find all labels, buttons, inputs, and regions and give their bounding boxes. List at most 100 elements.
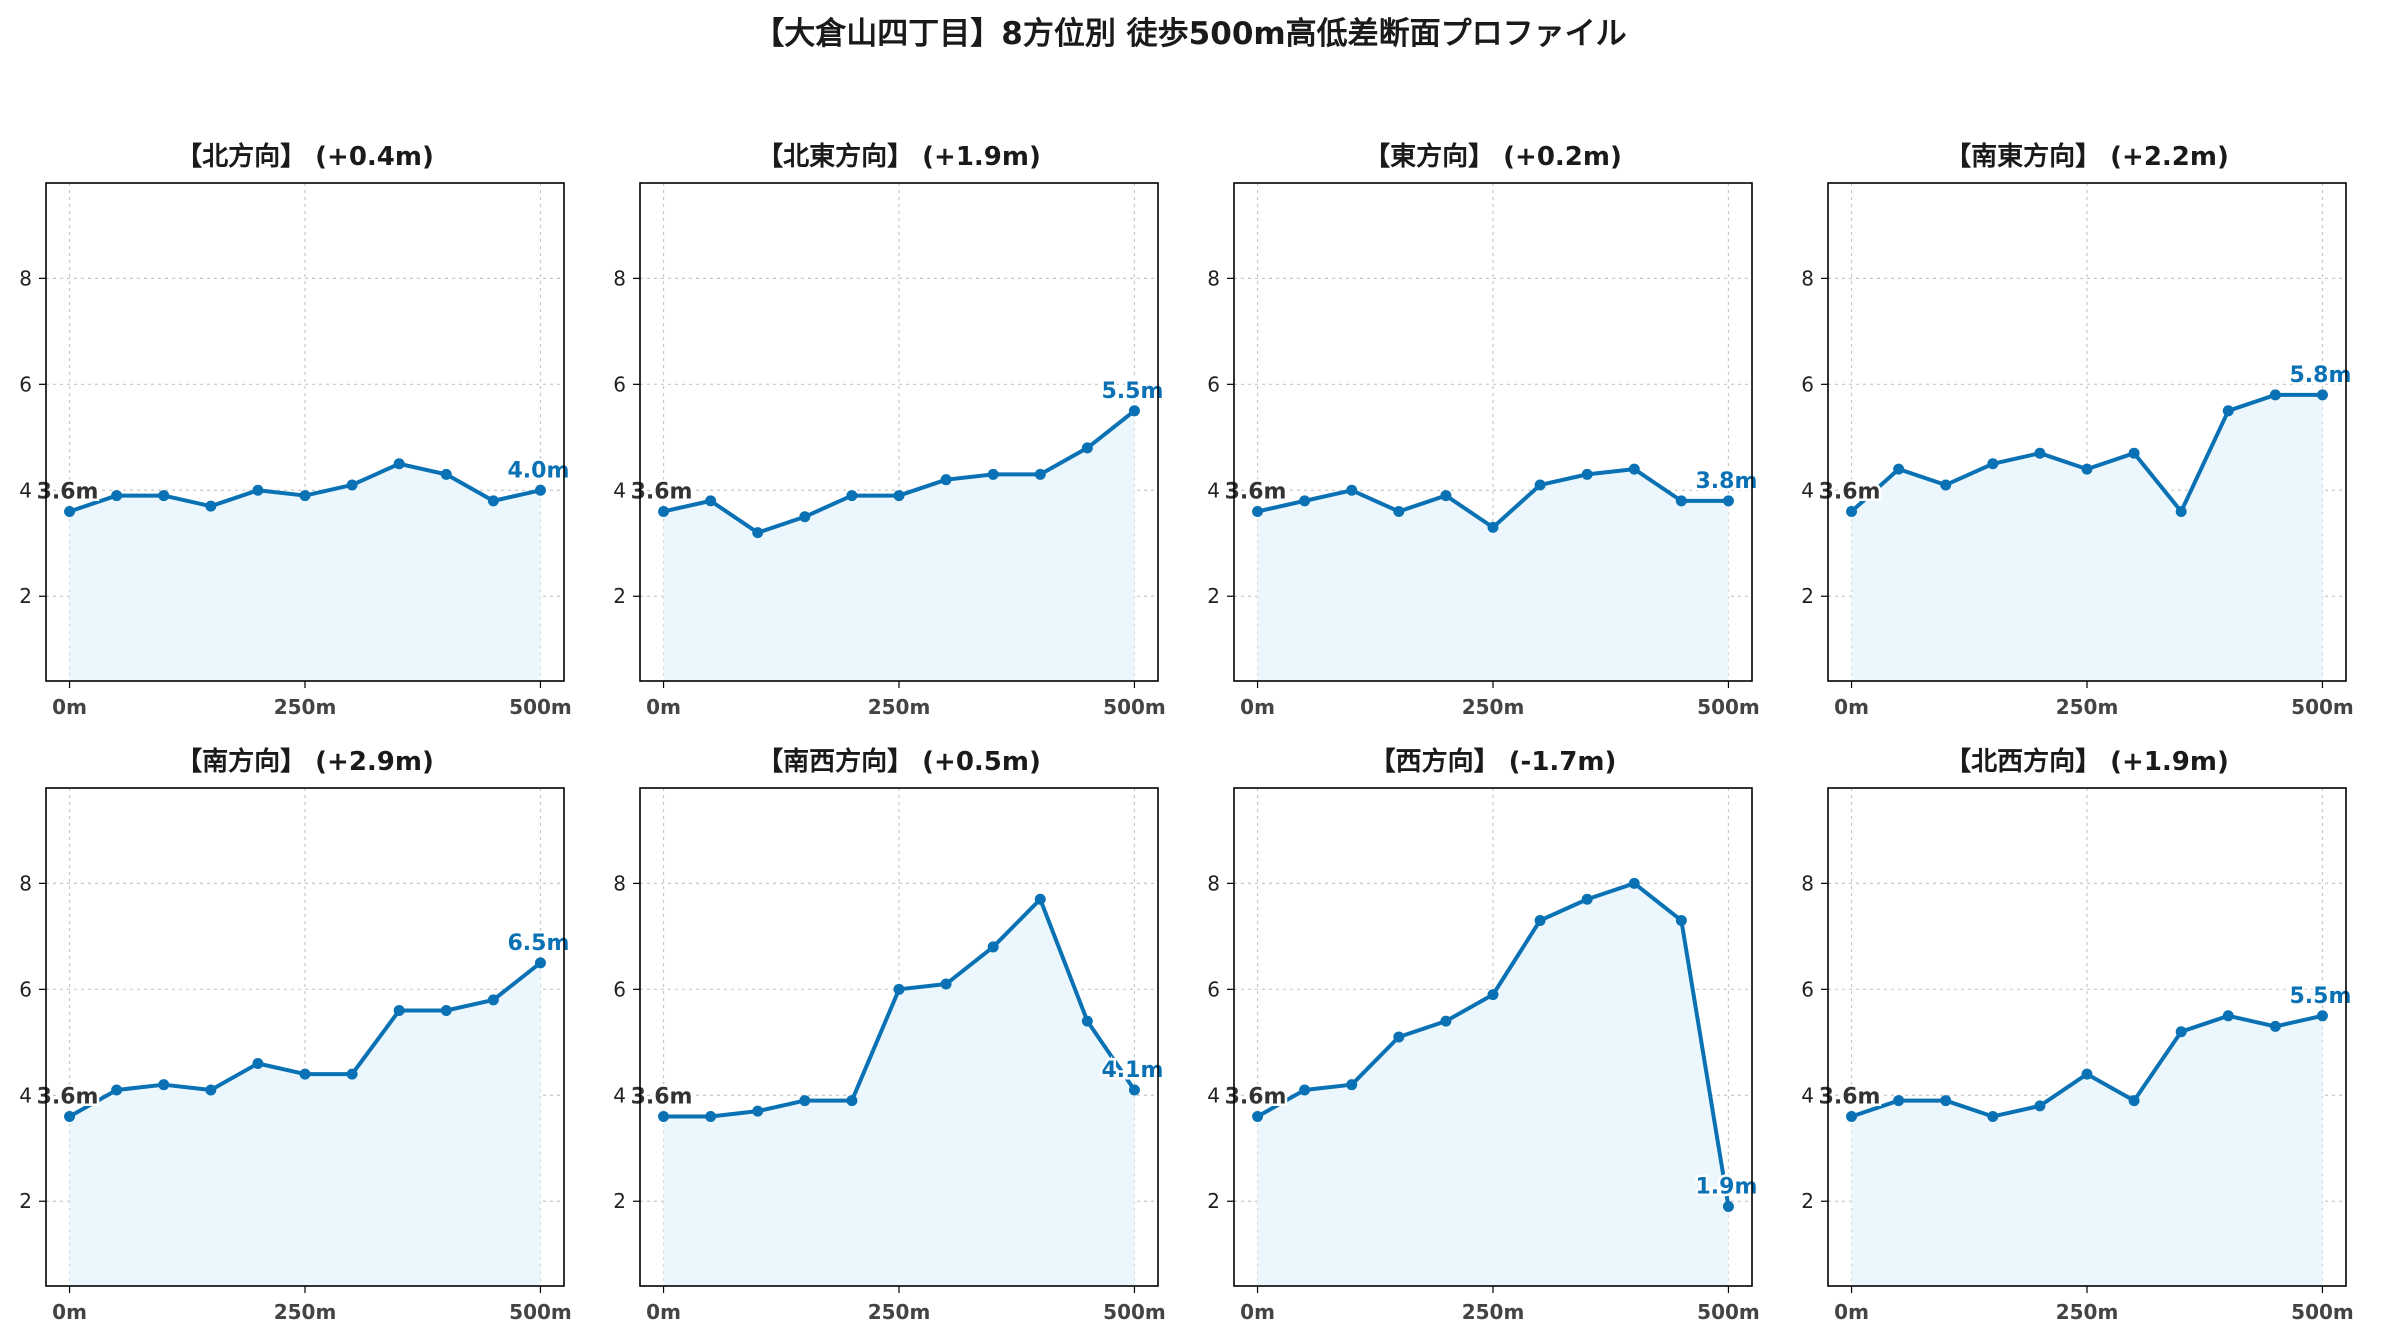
profile-point (2316, 1010, 2328, 1022)
y-tick-label: 2 (19, 1189, 32, 1213)
profile-point (1487, 989, 1499, 1001)
profile-point (1722, 495, 1734, 507)
profile-point (534, 957, 546, 969)
x-tick-label: 500m (1697, 695, 1760, 719)
profile-point (1487, 521, 1499, 533)
profile-point (1987, 458, 1999, 470)
profile-point (846, 1095, 858, 1107)
y-tick-label: 4 (19, 478, 32, 502)
profile-point (940, 978, 952, 990)
profile-point (658, 1110, 670, 1122)
panel-title: 【東方向】 (+0.2m) (1364, 141, 1622, 172)
y-tick-label: 4 (1801, 1083, 1814, 1107)
axes-frame (45, 787, 565, 1287)
profile-point (2269, 1020, 2281, 1032)
x-tick-label: 0m (1240, 1300, 1275, 1324)
y-tick-label: 2 (613, 584, 626, 608)
profile-point (205, 500, 217, 512)
y-tick-label: 6 (1207, 372, 1220, 396)
profile-point (1722, 1201, 1734, 1213)
profile-point (1940, 479, 1952, 491)
profile-point (1346, 1079, 1358, 1091)
x-tick-label: 250m (1462, 1300, 1525, 1324)
profile-point (2128, 1095, 2140, 1107)
end-label: 1.9m (1696, 1175, 1758, 1200)
profile-point (940, 474, 952, 486)
profile-point (111, 1084, 123, 1096)
y-tick-label: 6 (1207, 977, 1220, 1001)
y-tick-label: 2 (1207, 1189, 1220, 1213)
profile-point (1440, 490, 1452, 502)
y-tick-label: 8 (1801, 871, 1814, 895)
end-label: 5.5m (2290, 984, 2352, 1009)
y-tick-label: 8 (613, 266, 626, 290)
y-tick-label: 2 (613, 1189, 626, 1213)
y-tick-label: 6 (1801, 372, 1814, 396)
profile-point (393, 1005, 405, 1017)
profile-point (393, 458, 405, 470)
axes-frame (1827, 182, 2347, 682)
profile-point (1675, 495, 1687, 507)
profile-point (2034, 1100, 2046, 1112)
x-tick-label: 250m (2056, 1300, 2119, 1324)
x-tick-label: 0m (1240, 695, 1275, 719)
x-tick-label: 250m (2056, 695, 2119, 719)
profile-point (2128, 447, 2140, 459)
profile-area (1851, 394, 2323, 681)
y-tick-label: 6 (19, 372, 32, 396)
y-tick-label: 8 (1207, 871, 1220, 895)
y-tick-label: 6 (1801, 977, 1814, 1001)
profile-point (1252, 1110, 1264, 1122)
x-tick-label: 250m (274, 695, 337, 719)
profile-area (1257, 883, 1729, 1286)
y-tick-label: 8 (19, 871, 32, 895)
profile-point (1440, 1015, 1452, 1027)
profile-point (64, 1110, 76, 1122)
axes-frame (1827, 787, 2347, 1287)
profile-point (658, 505, 670, 517)
profile-point (1893, 463, 1905, 475)
profile-point (752, 527, 764, 539)
axes-frame (639, 182, 1159, 682)
x-tick-label: 0m (646, 1300, 681, 1324)
profile-point (1252, 505, 1264, 517)
x-tick-label: 500m (509, 1300, 572, 1324)
x-tick-label: 250m (274, 1300, 337, 1324)
panel-title: 【北東方向】 (+1.9m) (757, 141, 1041, 172)
y-tick-label: 2 (1801, 1189, 1814, 1213)
y-tick-label: 4 (613, 478, 626, 502)
profile-point (205, 1084, 217, 1096)
profile-point (893, 490, 905, 502)
profile-point (2316, 389, 2328, 401)
profile-point (2222, 405, 2234, 417)
profile-point (299, 1068, 311, 1080)
profile-point (1893, 1095, 1905, 1107)
axes-frame (1233, 787, 1753, 1287)
profile-point (752, 1105, 764, 1117)
end-label: 3.8m (1696, 469, 1758, 494)
profile-point (111, 490, 123, 502)
profile-point (299, 490, 311, 502)
y-tick-label: 8 (1207, 266, 1220, 290)
profile-point (1846, 505, 1858, 517)
panel-title: 【南西方向】 (+0.5m) (757, 746, 1041, 777)
end-label: 6.5m (508, 931, 570, 956)
y-tick-label: 4 (1207, 478, 1220, 502)
profile-point (799, 1095, 811, 1107)
profile-point (346, 479, 358, 491)
profile-point (705, 1110, 717, 1122)
profile-point (487, 495, 499, 507)
profile-point (987, 941, 999, 953)
profile-point (1940, 1095, 1952, 1107)
profile-point (2175, 505, 2187, 517)
x-tick-label: 0m (1834, 1300, 1869, 1324)
y-tick-label: 6 (613, 372, 626, 396)
profile-area (663, 410, 1135, 681)
profile-point (158, 490, 170, 502)
panel-title: 【南東方向】 (+2.2m) (1945, 141, 2229, 172)
